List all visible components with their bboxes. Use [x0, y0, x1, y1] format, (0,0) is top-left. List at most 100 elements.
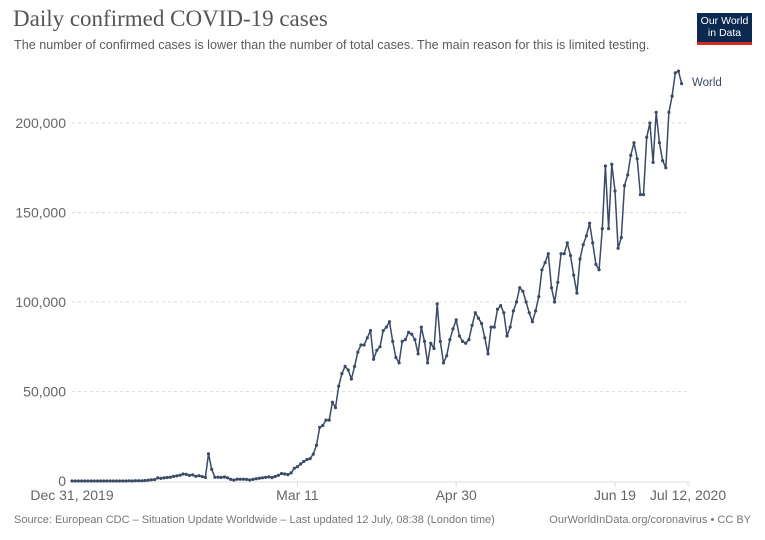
data-point [407, 330, 411, 334]
data-point [467, 338, 471, 342]
data-point [397, 361, 401, 365]
data-point [400, 339, 404, 343]
data-point [667, 110, 671, 114]
data-point [572, 273, 576, 277]
x-tick-label: Dec 31, 2019 [30, 487, 113, 503]
data-point [146, 478, 150, 482]
data-point [648, 121, 652, 125]
data-point [673, 71, 677, 75]
data-point [559, 252, 563, 256]
data-point [133, 479, 138, 483]
data-point [89, 479, 93, 483]
data-point [457, 334, 461, 338]
data-point [486, 352, 490, 356]
data-point [368, 329, 373, 333]
data-point [353, 364, 357, 368]
data-point [260, 476, 265, 480]
data-point [438, 339, 442, 343]
data-point [327, 418, 331, 422]
data-point [137, 479, 141, 483]
data-point [553, 300, 557, 304]
data-point [619, 236, 623, 240]
data-point [127, 479, 131, 483]
data-point [314, 443, 319, 447]
data-point [661, 159, 665, 163]
data-point [286, 473, 290, 477]
data-point [387, 320, 392, 324]
data-point [410, 332, 414, 336]
data-point [213, 475, 217, 479]
data-point [210, 467, 214, 471]
data-point [499, 304, 503, 308]
data-point [546, 252, 550, 256]
data-point [664, 166, 668, 170]
data-point [343, 364, 347, 368]
data-point [594, 262, 598, 266]
data-point [194, 474, 198, 478]
x-tick-label: Jun 19 [594, 487, 636, 503]
data-point [162, 476, 166, 480]
data-point [248, 478, 252, 482]
data-point [588, 221, 592, 225]
data-point [184, 472, 188, 476]
data-point [175, 474, 179, 478]
data-point [118, 479, 122, 483]
data-point [514, 300, 519, 304]
data-point [365, 336, 369, 340]
data-point [324, 418, 328, 422]
owid-logo[interactable]: Our World in Data [697, 13, 752, 45]
data-point [476, 316, 480, 320]
data-point [562, 252, 566, 256]
data-point [403, 338, 407, 342]
data-point [530, 320, 535, 324]
data-point [295, 465, 299, 469]
data-point [206, 452, 211, 456]
source-link[interactable]: OurWorldInData.org/coronavirus • CC BY [549, 514, 751, 526]
data-point [591, 241, 595, 245]
data-point [508, 325, 512, 329]
data-point [578, 257, 582, 261]
data-point [426, 361, 430, 365]
data-point [464, 341, 468, 345]
data-point [181, 472, 185, 476]
y-axis: 0 50,000 100,000 150,000 200,000 [15, 115, 66, 489]
data-point [676, 69, 681, 73]
data-point [445, 354, 449, 358]
data-point [616, 246, 620, 250]
data-point [521, 289, 525, 293]
series-world: World [70, 69, 722, 483]
data-point [473, 311, 477, 315]
data-point [305, 457, 309, 462]
data-point [111, 479, 115, 483]
data-point [197, 474, 201, 478]
y-tick-label: 200,000 [15, 115, 66, 131]
y-tick-label: 0 [58, 473, 66, 489]
data-point [165, 475, 169, 480]
data-point [603, 164, 608, 168]
data-point [105, 479, 109, 483]
data-point [299, 462, 303, 466]
data-point [613, 189, 617, 193]
data-point [264, 475, 268, 479]
data-point [349, 377, 353, 381]
data-point [216, 475, 220, 479]
data-point [267, 475, 271, 479]
data-point [670, 94, 674, 98]
data-point [159, 476, 163, 480]
data-point [86, 479, 90, 483]
data-point [130, 479, 134, 483]
data-point [391, 339, 395, 343]
data-point [422, 339, 427, 343]
data-point [187, 473, 192, 477]
data-point [308, 457, 312, 461]
chart-title: Daily confirmed COVID-19 cases [13, 6, 328, 31]
data-point [79, 479, 84, 483]
data-point [99, 479, 103, 483]
data-point [454, 318, 458, 322]
data-point [540, 268, 544, 272]
data-point [356, 350, 360, 354]
data-point [124, 479, 128, 483]
data-point [178, 473, 182, 477]
data-point [273, 474, 277, 479]
